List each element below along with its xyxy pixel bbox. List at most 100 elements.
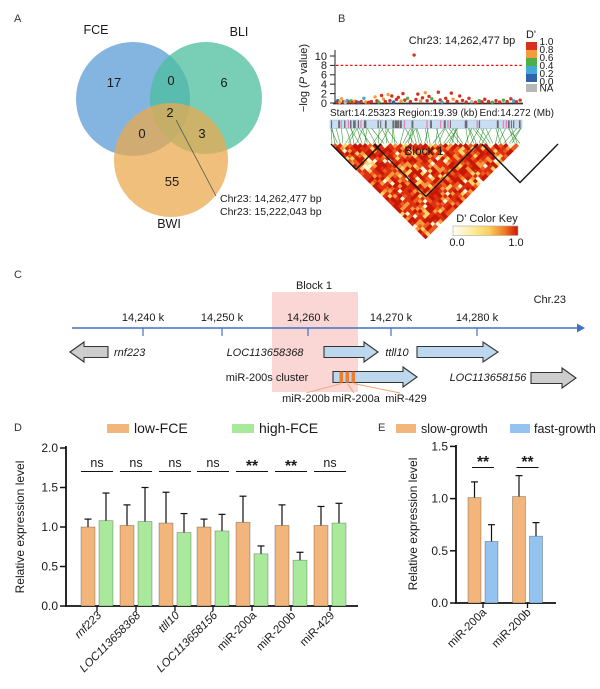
ld-cell [460,195,467,202]
ld-cell [425,175,431,182]
venn-count-fce-bli: 0 [167,73,174,88]
ld-cell [430,175,436,182]
ld-cell [447,193,454,200]
ld-cell [427,183,434,190]
ld-cell [435,175,441,182]
ld-cell [410,185,416,192]
ld-cell [460,175,467,182]
significance-label: ns [206,456,219,470]
ld-cell [435,145,441,152]
dprime-legend-label: 1.0 [540,37,554,48]
y-tick-label: 0.5 [431,544,448,558]
scatter-point [423,90,427,95]
scatter-point [399,99,403,103]
ld-cell [382,143,389,149]
mir429-stripe [351,371,356,383]
ld-cell [367,178,374,185]
ld-color-key-min-label: 0.0 [449,237,464,249]
fan-line [330,128,333,144]
x-tick-label: ttll10 [156,609,182,635]
ld-cell [447,208,454,215]
ld-cell [389,175,396,182]
ld-cell [422,178,429,185]
ld-cell [425,220,431,227]
fan-line [495,128,502,144]
scatter-point [497,100,502,104]
fan-line [407,128,413,144]
ld-cell [347,148,354,154]
gene-arrow-ttll10 [416,340,499,364]
ld-cell [412,168,419,174]
ld-cell [410,195,416,202]
ld-cell [442,213,449,220]
track-tick [331,120,333,128]
ld-cell [432,178,439,185]
scatter-point [381,97,386,101]
ld-cell [412,218,419,225]
ld-cell [402,193,409,200]
ld-cell [427,223,434,230]
ld-cell [457,143,464,149]
ld-cell [485,160,492,167]
fan-line [503,128,517,144]
scatter-point [390,94,394,98]
ld-color-key-title: D' Color Key [456,213,518,225]
mir429-leader-line [353,383,401,394]
ld-cell [490,160,497,167]
dprime-legend-swatch [526,42,537,50]
ld-cell [410,190,416,197]
scatter-point [470,99,474,104]
fan-line [362,128,368,144]
ld-cell [382,183,389,190]
scatter-point [386,92,390,97]
track-tick-pink [403,120,406,128]
venn-set-label-bwi: BWI [157,217,181,231]
ld-cell [397,143,404,149]
ld-cell [379,175,386,182]
venn-annotation-leader-line [175,119,217,197]
ld-cell [382,178,389,185]
x-tick-label: miR-200b [490,607,534,651]
ld-cell [460,180,467,187]
ld-cell [397,208,404,215]
ld-cell [445,210,452,217]
fan-line [425,128,428,144]
ld-cell [435,160,441,167]
ld-cell [475,180,482,187]
dprime-legend-label: 0.6 [540,53,554,64]
ld-cell [397,188,404,195]
scatter-point [401,91,405,96]
ld-cell [349,160,356,167]
ld-cell [364,160,371,167]
track-tick [478,120,481,128]
ld-cell [415,225,421,232]
ld-cell [437,208,444,215]
fan-line [358,128,371,144]
ld-cell [452,178,459,185]
scatter-point [430,97,434,101]
significance-label: ns [90,456,103,470]
ld-cell [445,195,452,202]
ld-cell [490,165,497,172]
ld-cell [472,178,479,185]
track-tick [510,120,512,128]
ld-cell [457,183,464,190]
axis-tick-label: 14,270 k [370,312,413,324]
scatter-point [391,100,396,104]
scatter-point [369,99,374,104]
ld-cell [472,153,479,159]
ld-cell [430,200,436,207]
ld-cell [382,148,389,154]
scatter-point [379,93,384,98]
venn-count-bli-only: 6 [220,75,227,90]
ld-cell [382,168,389,174]
ld-cell [492,148,499,154]
gwas-y-axis-title-post: value) [298,44,310,77]
ld-cell [334,145,341,152]
ld-cell [379,145,386,152]
ld-cell [397,148,404,154]
scatter-point [467,96,471,101]
significance-label: ** [246,458,259,475]
scatter-point [514,100,519,104]
track-tick [380,120,382,128]
